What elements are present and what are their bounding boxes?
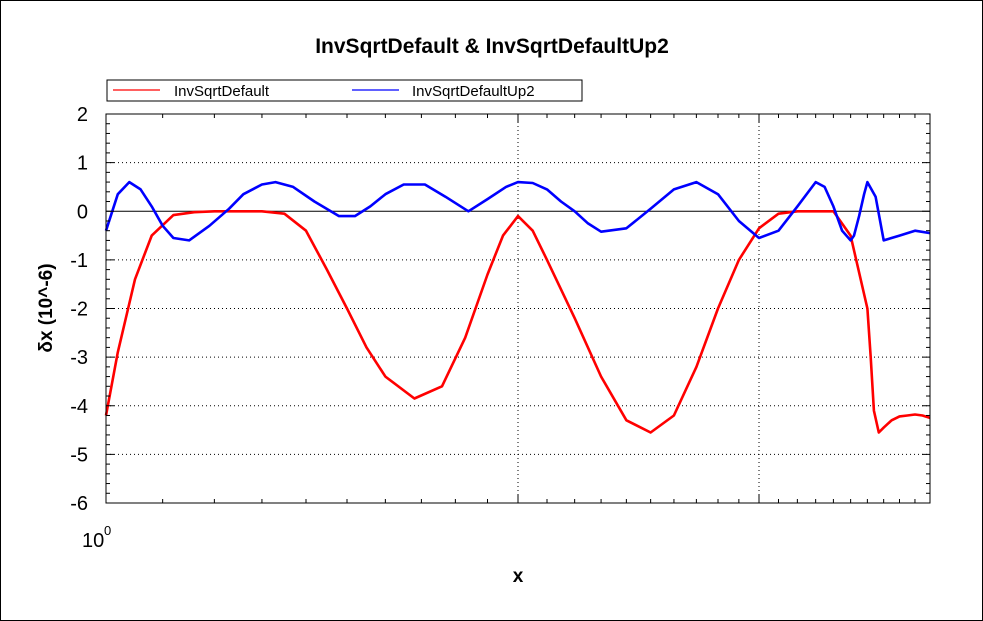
y-tick-label: -6 <box>70 493 88 515</box>
y-axis-label: δx (10^-6) <box>36 263 57 352</box>
series-layer <box>104 180 931 434</box>
legend-label-series-1: InvSqrtDefault <box>174 83 270 100</box>
y-tick-label: -3 <box>70 347 88 369</box>
y-tick-label: -1 <box>70 250 88 272</box>
series-line-2 <box>104 180 931 242</box>
y-tick-labels: 2 1 0 -1 -2 -3 -4 -5 -6 <box>70 104 88 515</box>
x-tick-label-base: 10 <box>82 530 104 552</box>
grid <box>106 114 930 503</box>
y-tick-label: -5 <box>70 444 88 466</box>
y-tick-label: 1 <box>77 153 88 175</box>
x-tick-label-exponent: 0 <box>104 523 111 538</box>
legend: InvSqrtDefault InvSqrtDefaultUp2 <box>106 79 583 102</box>
series-line-1 <box>104 210 931 434</box>
y-tick-label: -2 <box>70 299 88 321</box>
legend-box <box>106 79 583 102</box>
y-tick-label: 2 <box>77 104 88 126</box>
ticks <box>106 113 930 504</box>
y-tick-label: -4 <box>70 396 88 418</box>
legend-label-series-2: InvSqrtDefaultUp2 <box>412 83 535 100</box>
x-axis-label: x <box>513 566 524 587</box>
y-tick-label: 0 <box>77 201 88 223</box>
chart-title: InvSqrtDefault & InvSqrtDefaultUp2 <box>315 35 669 58</box>
